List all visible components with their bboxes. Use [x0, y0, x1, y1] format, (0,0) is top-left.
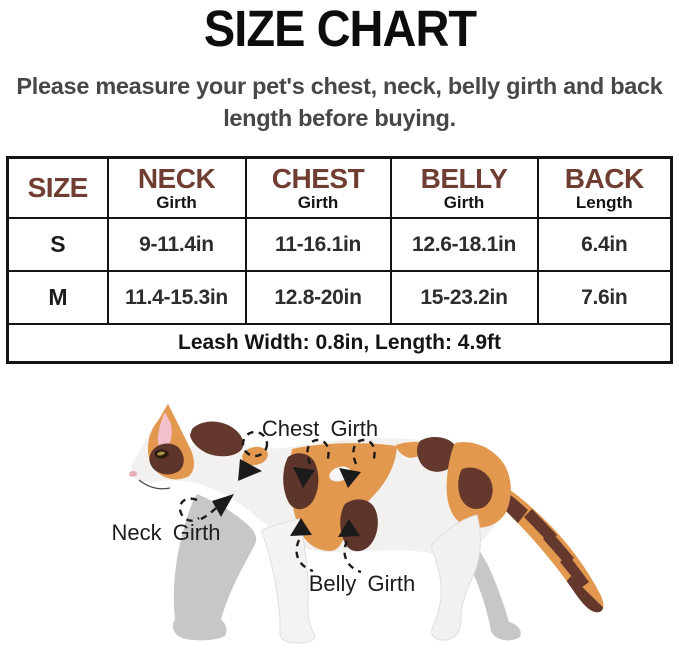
column-label: SIZE	[27, 172, 89, 204]
column-label: BELLY	[420, 163, 508, 195]
cat-chin-line	[138, 479, 171, 490]
table-row-size-m: M 11.4-15.3in 12.8-20in 15-23.2in 7.6in	[6, 270, 673, 326]
size-s-chest-value: 11-16.1in	[244, 217, 392, 273]
column-header-chest: CHEST Girth	[244, 156, 392, 220]
belly-girth-dashed-loop-right	[343, 540, 362, 574]
column-header-size: SIZE	[6, 156, 109, 220]
column-label: CHEST	[271, 163, 365, 195]
withers-arrow	[238, 458, 262, 481]
size-m-label: M	[6, 270, 109, 326]
withers-dashed-circle	[241, 430, 269, 458]
cat-eye-pupil	[157, 451, 165, 456]
size-s-neck-value: 9-11.4in	[106, 217, 247, 273]
tail-tip-patch	[558, 575, 604, 613]
cat-tail	[453, 465, 604, 613]
cat-nose	[129, 470, 137, 477]
size-chart-table: SIZE NECK Girth CHEST Girth BELLY Girth BAC…	[6, 155, 673, 364]
size-m-neck-value: 11.4-15.3in	[106, 270, 247, 326]
column-sublabel: Girth	[156, 192, 197, 212]
table-footer-row: Leash Width: 0.8in, Length: 4.9ft	[6, 323, 673, 364]
cat-near-hind-leg	[430, 514, 481, 641]
size-m-belly-value: 15-23.2in	[389, 270, 539, 326]
cat-far-front-leg	[172, 493, 257, 641]
cat-illustration	[129, 401, 604, 644]
column-header-back: BACK Length	[536, 156, 673, 220]
chest-girth-dashed-loop-left	[306, 438, 330, 465]
column-label: NECK	[137, 163, 216, 195]
size-s-belly-value: 12.6-18.1in	[389, 217, 539, 273]
brown-hip-patch	[458, 467, 493, 509]
measurement-diagram: Chest Girth Neck Girth Belly Girth	[0, 380, 679, 648]
size-s-label: S	[6, 217, 109, 273]
size-m-back-value: 7.6in	[536, 270, 673, 326]
orange-withers-spot	[242, 446, 268, 466]
ear-inner-pink	[157, 411, 172, 451]
cat-measurement-illustration: Chest Girth Neck Girth Belly Girth	[112, 401, 604, 644]
neck-girth-dashed-loop	[178, 497, 200, 522]
chest-girth-label: Chest Girth	[262, 416, 378, 441]
size-m-chest-value: 12.8-20in	[244, 270, 392, 326]
chest-girth-arrow-right	[339, 467, 361, 488]
page-subtitle: Please measure your pet's chest, neck, b…	[16, 73, 663, 131]
belly-girth-arrow-right	[338, 518, 360, 537]
brown-back-patch	[417, 436, 457, 472]
neck-girth-arrow	[212, 493, 234, 517]
belly-girth-dashed-loop-left	[295, 539, 314, 573]
column-sublabel: Girth	[297, 192, 339, 212]
belly-girth-label: Belly Girth	[309, 571, 415, 596]
column-label: BACK	[564, 163, 644, 195]
tail-stripe	[560, 553, 589, 588]
column-sublabel: Length	[575, 192, 633, 212]
size-s-back-value: 6.4in	[536, 217, 673, 273]
measurement-annotations: Chest Girth Neck Girth Belly Girth	[112, 416, 416, 596]
brown-head-patch	[190, 421, 244, 457]
neck-girth-label: Neck Girth	[112, 520, 221, 545]
column-sublabel: Girth	[443, 192, 485, 212]
table-header-row: SIZE NECK Girth CHEST Girth BELLY Girth BAC…	[6, 156, 673, 220]
page-title: SIZE CHART	[0, 0, 679, 54]
chest-girth-arrow-left	[293, 466, 315, 488]
chest-girth-dashed-loop-right	[352, 438, 376, 465]
leash-info: Leash Width: 0.8in, Length: 4.9ft	[6, 323, 673, 364]
neck-girth-dashed-line	[200, 506, 218, 520]
column-header-neck: NECK Girth	[106, 156, 247, 220]
column-header-belly: BELLY Girth	[389, 156, 539, 220]
table-row-size-s: S 9-11.4in 11-16.1in 12.6-18.1in 6.4in	[6, 217, 673, 273]
page-title-text: SIZE CHART	[203, 0, 476, 57]
brown-belly-patch	[340, 499, 378, 552]
belly-girth-arrow-left	[290, 517, 312, 536]
